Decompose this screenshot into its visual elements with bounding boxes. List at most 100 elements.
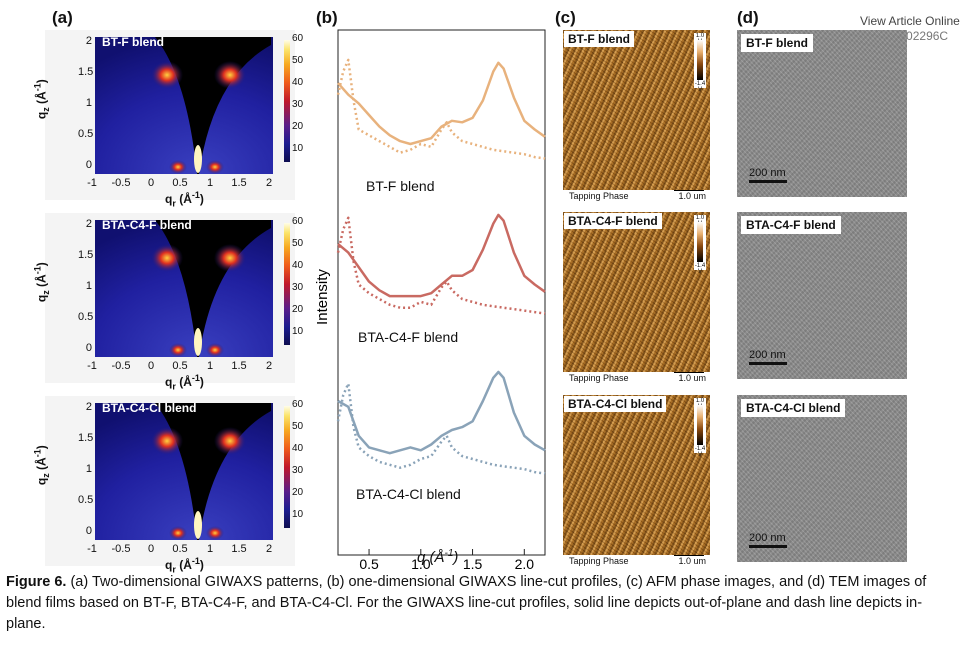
afm-panel-title: BT-F blend xyxy=(564,31,634,47)
afm-footer: Tapping Phase 1.0 um xyxy=(563,555,710,567)
afm-footer: Tapping Phase 1.0 um xyxy=(563,372,710,384)
giwaxs-colorbar-tick: 60 xyxy=(292,33,304,44)
giwaxs-colorbar-tick: 30 xyxy=(292,99,304,110)
giwaxs-colorbar-tick: 20 xyxy=(292,304,304,315)
tem-scale-label: 200 nm xyxy=(749,167,786,179)
giwaxs-colorbar-tick: 60 xyxy=(292,216,304,227)
caption-text: (a) Two-dimensional GIWAXS patterns, (b)… xyxy=(6,574,927,632)
linecut-series-out-of-plane xyxy=(337,370,546,455)
giwaxs-y-tick: 0 xyxy=(85,342,92,354)
giwaxs-y-label: qz (Å-1) xyxy=(32,262,52,303)
afm-panel-title: BTA-C4-Cl blend xyxy=(564,396,667,412)
giwaxs-x-tick: 0.5 xyxy=(172,177,188,189)
afm-footer: Tapping Phase 1.0 um xyxy=(563,190,710,202)
afm-colorbar-gradient xyxy=(697,222,703,262)
afm-scale-label: 1.0 um xyxy=(678,191,706,201)
tem-image: BT-F blend 200 nm xyxy=(737,30,907,197)
giwaxs-x-tick: 2 xyxy=(265,360,273,372)
giwaxs-colorbar-tick: 20 xyxy=(292,121,304,132)
giwaxs-colorbar-tick: 20 xyxy=(292,487,304,498)
linecut-x-tick-label: 0.5 xyxy=(359,556,379,572)
linecut-frame xyxy=(337,29,546,556)
linecut-y-label: Intensity xyxy=(315,269,331,325)
giwaxs-pattern xyxy=(95,403,273,540)
giwaxs-colorbar-tick: 10 xyxy=(292,509,304,520)
panel-letter-d: (d) xyxy=(737,8,759,27)
giwaxs-y-tick: 1.5 xyxy=(78,66,94,78)
giwaxs-panel-title: BTA-C4-Cl blend xyxy=(102,401,197,415)
giwaxs-x-tick: 0.5 xyxy=(172,360,188,372)
giwaxs-panel-title: BTA-C4-F blend xyxy=(102,218,192,232)
giwaxs-colorbar-tick: 50 xyxy=(292,238,304,249)
giwaxs-x-tick: 1.5 xyxy=(231,177,247,189)
giwaxs-x-tick: 1 xyxy=(206,177,214,189)
giwaxs-arc-right xyxy=(214,244,246,272)
linecut-x-tick-label: 1.5 xyxy=(463,556,483,572)
giwaxs-x-tick: 1.5 xyxy=(231,360,247,372)
giwaxs-peak-left xyxy=(169,343,187,357)
linecut-x-label: q (Å-1) xyxy=(417,548,459,566)
afm-scale-bar xyxy=(674,190,704,191)
giwaxs-pattern-svg xyxy=(95,403,273,540)
linecut-x-tick-label: 2.0 xyxy=(515,556,535,572)
giwaxs-x-tick: -1 xyxy=(87,177,97,189)
giwaxs-x-label: qr (Å-1) xyxy=(165,373,204,392)
giwaxs-x-tick: -0.5 xyxy=(111,177,131,189)
afm-colorbar-gradient xyxy=(697,40,703,80)
tem-scale-bar xyxy=(749,180,787,183)
giwaxs-y-tick: 1.5 xyxy=(78,432,94,444)
linecut-label-btac4f: BTA-C4-F blend xyxy=(358,329,459,345)
view-article-link[interactable]: View Article Online xyxy=(860,14,960,28)
afm-colorbar: 1.0 V-1.4 V xyxy=(694,33,706,93)
giwaxs-x-tick: 2 xyxy=(265,177,273,189)
afm-panel: BTA-C4-F blend 1.0 V-1.4 V Tapping Phase 1.… xyxy=(563,212,710,384)
giwaxs-colorbar-tick: 30 xyxy=(292,465,304,476)
giwaxs-x-tick: 0 xyxy=(147,543,155,555)
giwaxs-y-tick: 0 xyxy=(85,525,92,537)
afm-mode-label: Tapping Phase xyxy=(569,373,629,383)
giwaxs-x-tick: -0.5 xyxy=(111,360,131,372)
giwaxs-y-tick: 0.5 xyxy=(78,494,94,506)
giwaxs-y-tick: 2 xyxy=(85,35,92,47)
giwaxs-y-tick: 0.5 xyxy=(78,128,94,140)
afm-panel: BT-F blend 1.0 V-1.4 V Tapping Phase 1.0 um xyxy=(563,30,710,202)
giwaxs-x-tick: 1 xyxy=(206,360,214,372)
giwaxs-arc-left xyxy=(151,61,183,89)
giwaxs-panel: BTA-C4-F blend 2 1.5 1 0.5 0 -1 -0.5 0 0.5 1 1.5 2 60… xyxy=(33,213,303,391)
giwaxs-peak-left xyxy=(169,160,187,174)
giwaxs-peak-right xyxy=(206,526,224,540)
afm-mode-label: Tapping Phase xyxy=(569,556,629,566)
giwaxs-y-tick: 1 xyxy=(85,97,92,109)
afm-mode-label: Tapping Phase xyxy=(569,191,629,201)
linecut-series-in-plane xyxy=(336,382,546,475)
giwaxs-pattern xyxy=(95,220,273,357)
afm-scale-bar xyxy=(674,372,704,373)
giwaxs-y-tick: 0.5 xyxy=(78,311,94,323)
giwaxs-colorbar-tick: 40 xyxy=(292,443,304,454)
afm-phase-image xyxy=(563,395,710,555)
giwaxs-y-tick: 1.5 xyxy=(78,249,94,261)
panel-letter-c: (c) xyxy=(555,8,576,27)
giwaxs-center-peak xyxy=(194,145,202,173)
afm-scale-label: 1.0 um xyxy=(678,556,706,566)
giwaxs-y-tick: 0 xyxy=(85,159,92,171)
panel-letter-b: (b) xyxy=(316,8,338,27)
tem-panel-title: BTA-C4-Cl blend xyxy=(741,399,846,417)
afm-panel-title: BTA-C4-F blend xyxy=(564,213,662,229)
giwaxs-colorbar-tick: 50 xyxy=(292,421,304,432)
giwaxs-colorbar xyxy=(284,406,290,528)
giwaxs-colorbar xyxy=(284,40,290,162)
giwaxs-x-tick: 0 xyxy=(147,360,155,372)
tem-panel-title: BTA-C4-F blend xyxy=(741,216,841,234)
giwaxs-y-label: qz (Å-1) xyxy=(32,79,52,120)
panel-letter-a: (a) xyxy=(52,8,73,27)
giwaxs-colorbar xyxy=(284,223,290,345)
afm-phase-image xyxy=(563,30,710,190)
giwaxs-x-tick: 2 xyxy=(265,543,273,555)
giwaxs-x-tick: -1 xyxy=(87,543,97,555)
afm-phase-image xyxy=(563,212,710,372)
afm-colorbar-bottom: -1.4 V xyxy=(694,446,706,458)
giwaxs-missing-wedge xyxy=(155,403,271,540)
linecut-chart: 0.5 1.0 1.5 2.0 Intensity xyxy=(315,29,546,572)
tem-image: BTA-C4-Cl blend 200 nm xyxy=(737,395,907,562)
